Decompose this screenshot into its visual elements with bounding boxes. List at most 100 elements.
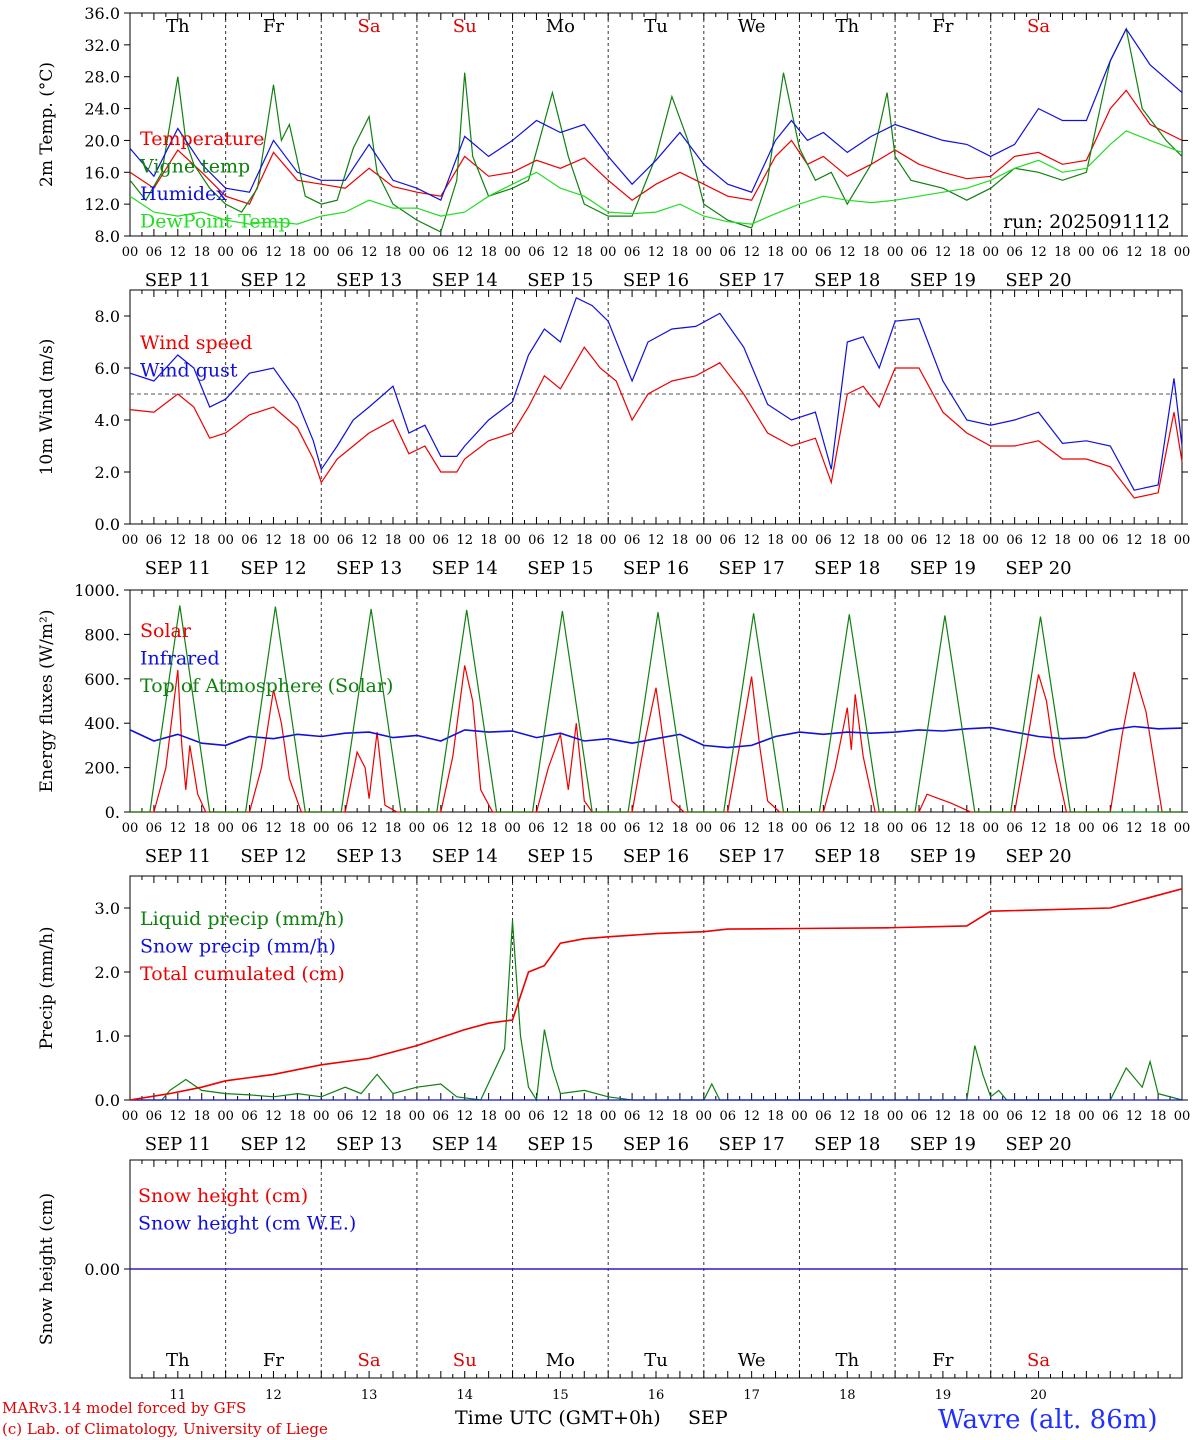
weekday-label: Sa <box>1027 1350 1050 1371</box>
hour-tick-label: 06 <box>337 1109 354 1124</box>
hour-tick-label: 18 <box>672 1109 689 1124</box>
date-label: SEP 11 <box>145 846 211 867</box>
hour-tick-label: 06 <box>146 245 163 260</box>
y-tick-label: 32.0 <box>84 36 120 55</box>
hour-tick-label: 00 <box>313 1109 330 1124</box>
hour-tick-label: 18 <box>1150 533 1167 548</box>
hour-tick-label: 00 <box>791 821 808 836</box>
date-label: SEP 12 <box>240 1134 306 1155</box>
day-number-label: 16 <box>648 1388 665 1403</box>
hour-tick-label: 18 <box>1150 821 1167 836</box>
hour-tick-label: 06 <box>719 533 736 548</box>
legend-entry: Humidex <box>140 183 227 205</box>
hour-tick-label: 00 <box>696 1109 713 1124</box>
hour-tick-label: 12 <box>1030 821 1047 836</box>
date-label: SEP 20 <box>1005 558 1071 579</box>
hour-tick-label: 18 <box>193 533 210 548</box>
date-label: SEP 17 <box>719 1134 785 1155</box>
hour-tick-label: 00 <box>409 821 426 836</box>
run-annotation: run: 2025091112 <box>1003 211 1170 233</box>
y-axis-label: Snow height (cm) <box>37 1193 57 1345</box>
date-label: SEP 18 <box>814 558 880 579</box>
hour-tick-label: 06 <box>911 1109 928 1124</box>
day-number-label: 14 <box>456 1388 473 1403</box>
hour-tick-label: 18 <box>480 533 497 548</box>
legend-entry: Wind speed <box>140 332 252 354</box>
series-line-wind-speed <box>129 346 1183 499</box>
hour-tick-label: 06 <box>1006 533 1023 548</box>
legend-entry: Snow height (cm) <box>138 1185 308 1207</box>
hour-tick-label: 06 <box>624 1109 641 1124</box>
hour-tick-label: 06 <box>1006 821 1023 836</box>
date-label: SEP 12 <box>240 270 306 291</box>
hour-tick-label: 06 <box>1102 1109 1119 1124</box>
hour-tick-label: 06 <box>815 1109 832 1124</box>
hour-tick-label: 18 <box>1054 533 1071 548</box>
weekday-label: Mo <box>546 16 575 37</box>
y-tick-label: 28.0 <box>84 68 120 87</box>
hour-tick-label: 18 <box>576 245 593 260</box>
hour-tick-label: 06 <box>433 533 450 548</box>
hour-tick-label: 12 <box>648 533 665 548</box>
date-label: SEP 18 <box>814 1134 880 1155</box>
hour-tick-label: 12 <box>1126 821 1143 836</box>
hour-tick-label: 12 <box>839 1109 856 1124</box>
hour-tick-label: 00 <box>122 533 139 548</box>
hour-tick-label: 12 <box>935 245 952 260</box>
date-label: SEP 11 <box>145 558 211 579</box>
date-label: SEP 20 <box>1005 1134 1071 1155</box>
date-label: SEP 15 <box>527 558 593 579</box>
hour-tick-label: 18 <box>289 821 306 836</box>
hour-tick-label: 18 <box>959 1109 976 1124</box>
hour-tick-label: 00 <box>791 533 808 548</box>
hour-tick-label: 12 <box>170 1109 187 1124</box>
hour-tick-label: 06 <box>624 533 641 548</box>
hour-tick-label: 12 <box>170 821 187 836</box>
weekday-label: Tu <box>644 1350 668 1371</box>
y-tick-label: 24.0 <box>84 100 120 119</box>
y-tick-label: 8.0 <box>95 307 120 326</box>
y-tick-label: 2.0 <box>95 463 120 482</box>
hour-tick-label: 06 <box>624 821 641 836</box>
hour-tick-label: 06 <box>146 821 163 836</box>
weekday-label: Th <box>835 1350 859 1371</box>
hour-tick-label: 12 <box>361 1109 378 1124</box>
date-label: SEP 13 <box>336 1134 402 1155</box>
hour-tick-label: 18 <box>289 1109 306 1124</box>
y-axis-label: Precip (mm/h) <box>37 926 57 1049</box>
y-tick-label: 200. <box>84 759 120 778</box>
hour-tick-label: 00 <box>1078 1109 1095 1124</box>
plot-frame <box>129 12 1183 237</box>
series-line-humidex <box>129 27 1183 202</box>
hour-tick-label: 00 <box>600 245 617 260</box>
hour-tick-label: 00 <box>504 1109 521 1124</box>
date-label: SEP 15 <box>527 846 593 867</box>
y-tick-label: 36.0 <box>84 4 120 23</box>
date-label: SEP 13 <box>336 270 402 291</box>
y-tick-label: 6.0 <box>95 359 120 378</box>
date-label: SEP 11 <box>145 1134 211 1155</box>
y-tick-label: 0. <box>105 803 120 822</box>
hour-tick-label: 12 <box>743 821 760 836</box>
weekday-label: Tu <box>644 16 668 37</box>
day-number-label: 11 <box>170 1388 187 1403</box>
hour-tick-label: 00 <box>887 533 904 548</box>
series-line-top-of-atmosphere-solar- <box>130 605 1182 813</box>
hour-tick-label: 12 <box>456 245 473 260</box>
weekday-label: Fr <box>932 1350 953 1371</box>
day-number-label: 18 <box>839 1388 856 1403</box>
hour-tick-label: 18 <box>480 245 497 260</box>
hour-tick-label: 18 <box>289 245 306 260</box>
hour-tick-label: 00 <box>122 1109 139 1124</box>
hour-tick-label: 06 <box>433 245 450 260</box>
date-label: SEP 12 <box>240 846 306 867</box>
hour-tick-label: 06 <box>241 533 258 548</box>
y-axis-label: 10m Wind (m/s) <box>37 339 57 476</box>
plot-frame <box>129 289 1183 525</box>
legend-entry: Snow precip (mm/h) <box>140 936 336 958</box>
weekday-label: Fr <box>932 16 953 37</box>
legend-entry: Top of Atmosphere (Solar) <box>140 675 393 697</box>
hour-tick-label: 12 <box>648 821 665 836</box>
hour-tick-label: 12 <box>839 245 856 260</box>
